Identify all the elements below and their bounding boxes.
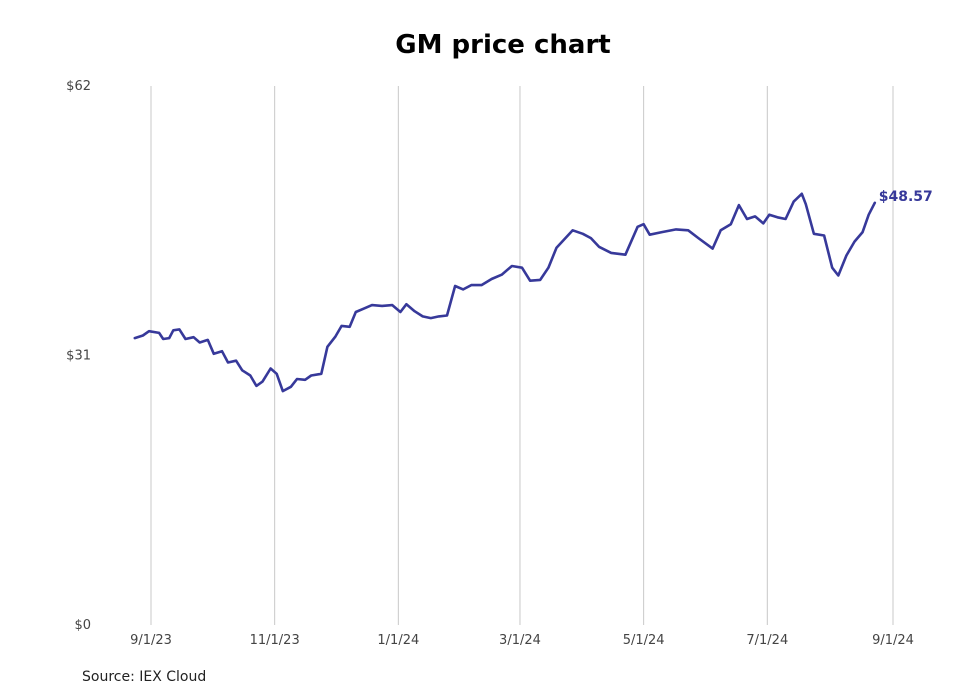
x-tick-label: 7/1/24: [746, 633, 788, 648]
x-tick-label: 9/1/24: [872, 633, 914, 648]
y-tick-label: $31: [66, 349, 91, 364]
chart-title: GM price chart: [395, 30, 611, 60]
x-tick-label: 11/1/23: [250, 633, 300, 648]
x-tick-label: 1/1/24: [377, 633, 419, 648]
last-value-label: $48.57: [879, 189, 933, 205]
x-axis: 9/1/23 11/1/23 1/1/24 3/1/24 5/1/24 7/1/24 9/1…: [130, 633, 914, 648]
y-tick-label: $62: [66, 79, 91, 94]
x-tick-label: 3/1/24: [499, 633, 541, 648]
y-tick-label: $0: [74, 618, 91, 633]
x-tick-label: 9/1/23: [130, 633, 172, 648]
source-note: Source: IEX Cloud: [82, 669, 207, 685]
x-tick-label: 5/1/24: [623, 633, 665, 648]
grid-lines: [150, 86, 894, 625]
series-line: [133, 192, 877, 393]
y-axis: $0 $31 $62: [66, 79, 91, 633]
series-layer: $48.57: [133, 189, 933, 393]
